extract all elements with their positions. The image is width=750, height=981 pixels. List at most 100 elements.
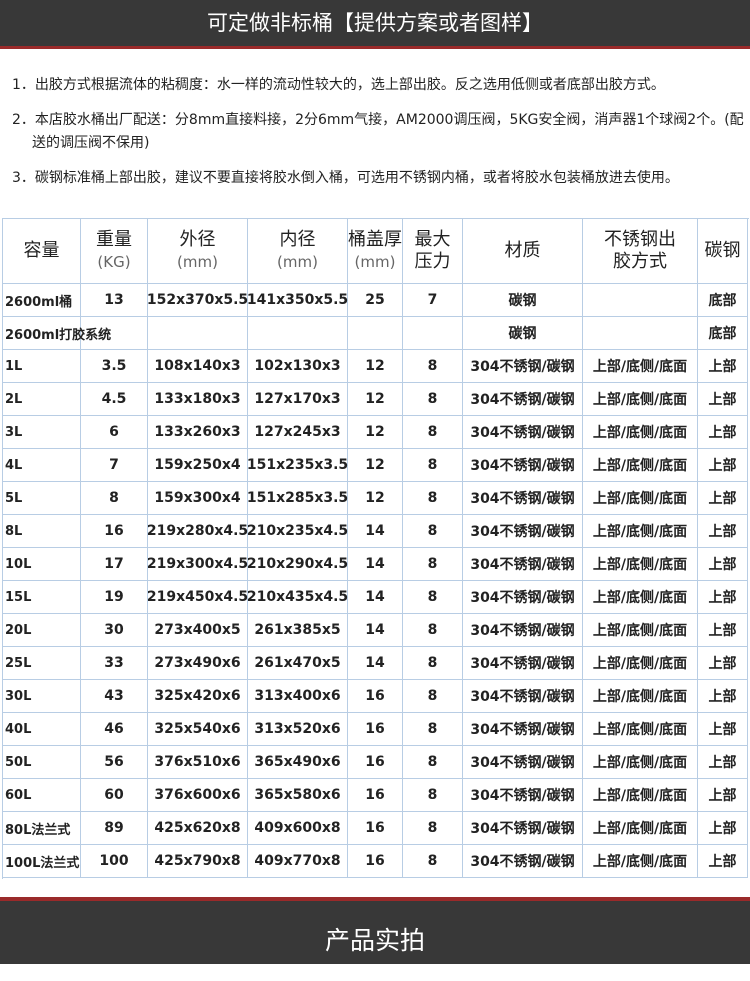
- table-cell: 8L: [3, 515, 81, 548]
- table-cell: 上部/底侧/底面: [583, 779, 698, 812]
- table-cell: 8: [403, 779, 463, 812]
- table-cell: 8: [403, 614, 463, 647]
- note: 2．本店胶水桶出厂配送：分8mm直接料接，2分6mm气接，AM2000调压阀，5…: [12, 112, 744, 151]
- table-cell: 15L: [3, 581, 81, 614]
- table-cell: 304不锈钢/碳钢: [463, 482, 583, 515]
- table-cell: 210x290x4.5: [247, 548, 348, 581]
- table-cell: 上部: [698, 746, 748, 779]
- table-cell: 8: [403, 812, 463, 845]
- spec-table: 容量 重量 (KG) 外径 (mm) 内径 (mm) 桶盖厚 (mm) 最大 压力 材质 不锈钢出 胶方式…: [2, 218, 749, 879]
- table-cell: 上部/底侧/底面: [583, 515, 698, 548]
- table-cell: 127x170x3: [248, 383, 348, 416]
- table-cell: 33: [81, 647, 148, 680]
- table-cell: 7: [81, 449, 148, 482]
- table-cell: 4.5: [81, 383, 148, 416]
- table-cell: 2600ml桶: [3, 284, 81, 317]
- table-cell: 上部/底侧/底面: [583, 713, 698, 746]
- table-cell: 14: [348, 548, 403, 581]
- table-cell: 12: [348, 416, 403, 449]
- table-cell: 8: [403, 680, 463, 713]
- table-cell: 5L: [3, 482, 81, 515]
- table-cell: 108x140x3: [148, 350, 248, 383]
- table-cell: 304不锈钢/碳钢: [463, 416, 583, 449]
- table-cell: 425x620x8: [148, 812, 248, 845]
- table-cell: 上部: [698, 350, 748, 383]
- table-cell: 上部/底侧/底面: [583, 482, 698, 515]
- table-cell: 365x490x6: [248, 746, 348, 779]
- table-cell: 上部: [698, 383, 748, 416]
- header-text: 最大: [414, 229, 451, 250]
- table-cell: 8: [403, 581, 463, 614]
- header-text: 压力: [414, 251, 451, 272]
- table-cell: 325x540x6: [148, 713, 248, 746]
- header-text: 不锈钢出: [604, 229, 676, 250]
- table-cell: 12: [348, 482, 403, 515]
- table-cell: 304不锈钢/碳钢: [463, 350, 583, 383]
- table-cell: 上部: [698, 845, 748, 878]
- header-cell: 内径 (mm): [248, 219, 348, 284]
- header-cell: 桶盖厚 (mm): [348, 219, 403, 284]
- table-cell: 16: [348, 746, 403, 779]
- table-cell: 8: [403, 350, 463, 383]
- header-text: (mm): [354, 253, 396, 271]
- table-cell: 16: [348, 779, 403, 812]
- header-cell: 容量: [3, 219, 81, 284]
- table-cell: 1L: [3, 350, 81, 383]
- table-cell: 8: [403, 746, 463, 779]
- table-cell: 上部/底侧/底面: [583, 350, 698, 383]
- header-text: 桶盖厚: [348, 229, 402, 250]
- table-cell: 上部/底侧/底面: [583, 812, 698, 845]
- table-cell: [583, 284, 698, 317]
- table-cell: 上部: [698, 515, 748, 548]
- table-cell: 上部/底侧/底面: [583, 680, 698, 713]
- table-cell: 304不锈钢/碳钢: [463, 647, 583, 680]
- table-cell: 56: [81, 746, 148, 779]
- header-cell: 重量 (KG): [81, 219, 148, 284]
- table-cell: 151x235x3.5: [247, 449, 348, 482]
- table-cell: 219x450x4.5: [147, 581, 248, 614]
- table-cell: 4L: [3, 449, 81, 482]
- table-cell: 273x400x5: [148, 614, 248, 647]
- table-cell: 上部: [698, 416, 748, 449]
- table-cell: 152x370x5.5: [147, 284, 248, 317]
- table-cell: 2600ml打胶系统: [3, 317, 111, 350]
- table-cell: 210x235x4.5: [247, 515, 348, 548]
- table-cell: [403, 317, 463, 350]
- table-cell: 上部/底侧/底面: [583, 416, 698, 449]
- table-cell: 261x385x5: [248, 614, 348, 647]
- table-cell: 219x300x4.5: [147, 548, 248, 581]
- table-cell: [583, 317, 698, 350]
- table-cell: 上部: [698, 614, 748, 647]
- header-cell: 不锈钢出 胶方式: [583, 219, 698, 284]
- table-cell: 304不锈钢/碳钢: [463, 548, 583, 581]
- note: 1．出胶方式根据流体的粘稠度：水一样的流动性较大的，选上部出胶。反之选用低侧或者…: [12, 77, 665, 93]
- table-cell: 8: [403, 449, 463, 482]
- table-cell: 219x280x4.5: [147, 515, 248, 548]
- table-cell: 46: [81, 713, 148, 746]
- table-cell: 304不锈钢/碳钢: [463, 614, 583, 647]
- table-cell: 100: [81, 845, 148, 878]
- table-cell: 133x260x3: [148, 416, 248, 449]
- table-cell: 8: [403, 548, 463, 581]
- table-cell: 上部: [698, 548, 748, 581]
- table-cell: [348, 317, 403, 350]
- table-cell: 上部: [698, 779, 748, 812]
- table-cell: 151x285x3.5: [247, 482, 348, 515]
- table-cell: 上部: [698, 713, 748, 746]
- table-cell: 16: [348, 812, 403, 845]
- table-cell: 8: [81, 482, 148, 515]
- table-cell: 底部: [698, 317, 748, 350]
- table-cell: 304不锈钢/碳钢: [463, 779, 583, 812]
- table-cell: 60: [81, 779, 148, 812]
- table-cell: 141x350x5.5: [247, 284, 348, 317]
- table-cell: 304不锈钢/碳钢: [463, 581, 583, 614]
- table-cell: 上部/底侧/底面: [583, 746, 698, 779]
- table-cell: 14: [348, 614, 403, 647]
- header-text: 外径: [179, 229, 216, 250]
- table-cell: 16: [348, 680, 403, 713]
- table-cell: 上部: [698, 449, 748, 482]
- table-cell: 12: [348, 383, 403, 416]
- table-cell: 2L: [3, 383, 81, 416]
- table-cell: 上部/底侧/底面: [583, 449, 698, 482]
